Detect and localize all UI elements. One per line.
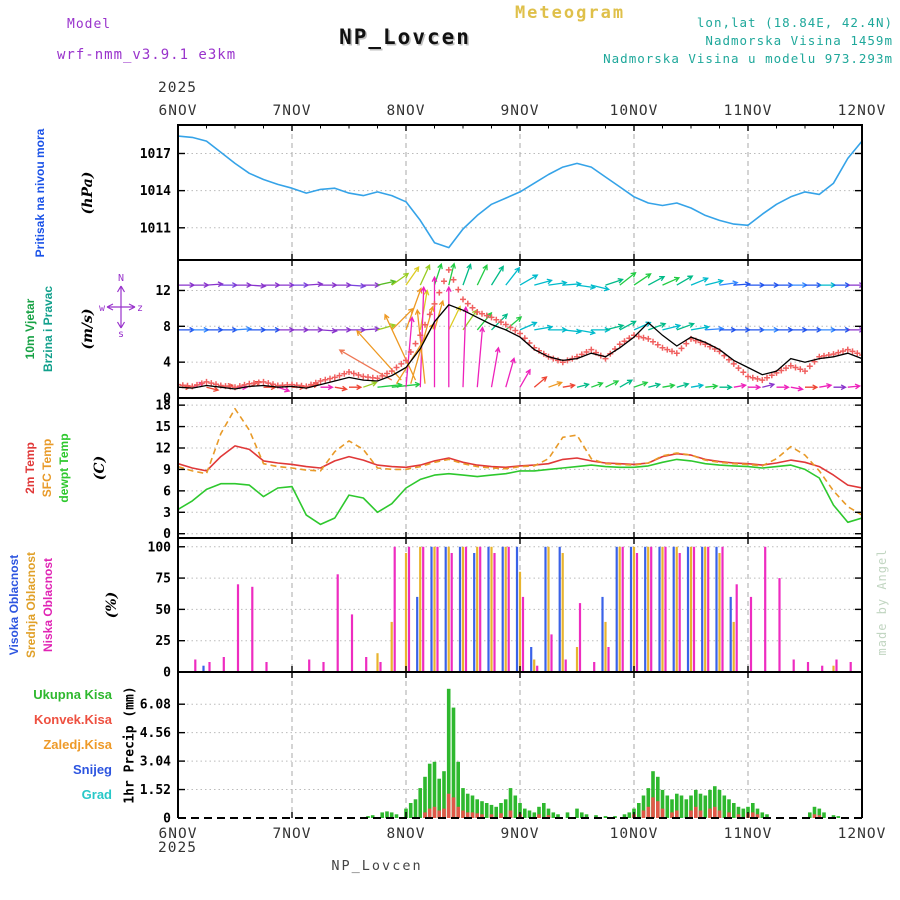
pressure-series [178, 135, 862, 249]
svg-text:6NOV: 6NOV [159, 826, 198, 842]
svg-text:12: 12 [155, 284, 171, 299]
svg-text:3: 3 [163, 506, 171, 521]
svg-text:6NOV: 6NOV [159, 103, 198, 119]
precip-legend: Ukupna Kisa Konvek.Kisa Zaledj.Kisa Snijeg G… [4, 682, 112, 807]
svg-text:0: 0 [163, 527, 171, 542]
svg-text:10NOV: 10NOV [610, 103, 659, 119]
svg-text:75: 75 [155, 572, 171, 587]
svg-text:9NOV: 9NOV [501, 103, 540, 119]
svg-text:1017: 1017 [140, 147, 171, 162]
lonlat-text: lon,lat (18.84E, 42.4N) [696, 15, 893, 30]
svg-text:8NOV: 8NOV [387, 103, 426, 119]
svg-text:1014: 1014 [140, 184, 171, 199]
svg-text:0: 0 [163, 392, 171, 407]
svg-text:6.08: 6.08 [140, 698, 171, 713]
pressure-panel: 1011 1014 1017 [140, 124, 863, 261]
svg-text:9NOV: 9NOV [501, 826, 540, 842]
svg-text:4.56: 4.56 [140, 726, 171, 741]
precip-legend-0: Ukupna Kisa [33, 687, 112, 702]
year-label-top: 2025 [158, 80, 197, 96]
compass-south-label: s [118, 329, 124, 338]
compass-east-label: z [137, 303, 143, 314]
wind-unit-label: (m/s) [80, 308, 96, 350]
compass-west-label: w [99, 303, 106, 314]
model-elevation-text: Nadmorska Visina u modelu 973.293m [603, 51, 893, 66]
svg-text:6: 6 [163, 484, 171, 499]
x-axis-labels: 6NOV 6NOV 7NOV 7NOV 8NOV 8NOV 9NOV 9NOV 10NOV 10N… [159, 103, 887, 842]
svg-text:7NOV: 7NOV [273, 103, 312, 119]
model-label: Model [67, 17, 112, 32]
temperature-legend-0: 2m Temp [23, 442, 37, 494]
svg-text:8NOV: 8NOV [387, 826, 426, 842]
precip-legend-3: Snijeg [72, 762, 112, 777]
svg-text:15: 15 [155, 420, 171, 435]
svg-text:10NOV: 10NOV [610, 826, 659, 842]
precip-series [366, 688, 841, 818]
compass-icon: N s w z [98, 270, 144, 342]
temperature-legend-1: SFC Temp [40, 438, 54, 498]
svg-text:12NOV: 12NOV [838, 103, 887, 119]
pressure-unit-label: (hPa) [80, 171, 96, 214]
cloud-legend-0: Visoka Oblacnost [7, 554, 21, 656]
svg-text:8: 8 [163, 320, 171, 335]
temperature-unit-label: (C) [92, 455, 108, 481]
svg-text:1.52: 1.52 [140, 783, 171, 798]
footer-station-label: NP_Lovcen [331, 858, 423, 874]
compass-north-label: N [118, 273, 124, 284]
svg-text:18: 18 [155, 399, 171, 414]
model-version: wrf-nmm_v3.9.1 e3km [57, 47, 237, 63]
svg-text:0: 0 [163, 666, 171, 681]
svg-text:12: 12 [155, 442, 171, 457]
wind-series [178, 262, 862, 393]
svg-text:0: 0 [163, 812, 171, 827]
year-label-bottom: 2025 [158, 840, 197, 856]
wind-panel: 0 4 8 12 [155, 259, 863, 407]
temperature-legend-2: dewpt Temp [57, 433, 71, 503]
svg-text:11NOV: 11NOV [724, 826, 773, 842]
cloud-legend-2: Niska Oblacnost [41, 557, 55, 653]
cloud-panel: 0 25 50 75 100 [148, 537, 863, 681]
temperature-panel: 0 3 6 9 12 15 18 [155, 397, 863, 542]
cloud-legend-1: Srednja Oblacnost [24, 551, 38, 659]
station-title: NP_Lovcen [339, 25, 471, 49]
page-title: Meteogram [514, 3, 626, 23]
svg-text:7NOV: 7NOV [273, 826, 312, 842]
location-info: lon,lat (18.84E, 42.4N) Nadmorska Visina… [603, 14, 893, 68]
precip-legend-2: Zaledj.Kisa [43, 737, 112, 752]
wind-legend-1: Brzina i Pravac [41, 285, 55, 373]
elevation-text: Nadmorska Visina 1459m [705, 33, 893, 48]
svg-text:12NOV: 12NOV [838, 826, 887, 842]
cloud-series [194, 546, 852, 672]
svg-text:100: 100 [148, 540, 172, 555]
svg-text:25: 25 [155, 634, 171, 649]
svg-text:50: 50 [155, 603, 171, 618]
svg-text:3.04: 3.04 [140, 755, 171, 770]
svg-text:9: 9 [163, 463, 171, 478]
pressure-legend-0: Pritisak na nivou mora [33, 128, 47, 257]
precip-legend-4: Grad [81, 787, 112, 802]
cloud-unit-label: (%) [104, 591, 120, 619]
temperature-series [178, 407, 862, 526]
precip-legend-1: Konvek.Kisa [33, 712, 112, 727]
svg-text:11NOV: 11NOV [724, 103, 773, 119]
wind-legend-0: 10m Vjetar [23, 298, 37, 360]
precip-unit-label: 1hr Precip (mm) [122, 686, 138, 804]
svg-text:4: 4 [163, 356, 171, 371]
svg-text:1011: 1011 [140, 221, 171, 236]
precip-panel: 0 1.52 3.04 4.56 6.08 [140, 671, 863, 827]
